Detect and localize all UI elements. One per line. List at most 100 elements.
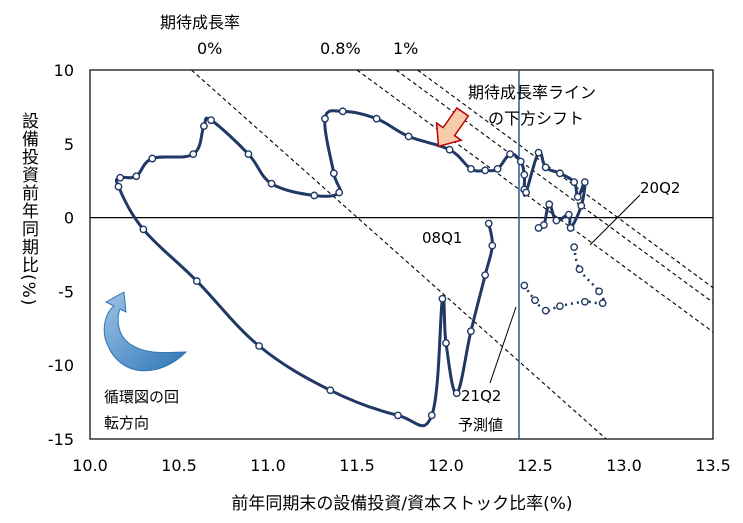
x-tick-label: 11.0 [250,456,286,475]
data-point-1-8 [520,281,529,290]
reference-line-2 [395,70,713,303]
data-point-0-29 [445,145,454,154]
data-point-0-18 [200,122,208,130]
reference-line-0 [191,70,607,439]
data-point-0-43 [580,178,589,187]
data-point-0-44 [577,201,586,210]
data-point-0-9 [326,386,335,395]
x-tick-label: 10.0 [72,456,108,475]
data-point-0-42 [573,193,582,201]
data-point-0-39 [541,163,550,172]
data-point-0-10 [255,342,264,350]
data-point-0-28 [404,132,413,141]
data-point-0-35 [520,170,529,179]
x-tick-label: 13.0 [606,456,642,475]
y-tick-labels: 10 5 0 -5 -10 -15 [48,61,74,449]
data-point-0-0 [484,219,493,228]
data-point-1-4 [580,297,589,306]
data-point-0-34 [516,157,525,166]
y-tick-label: -5 [58,282,74,301]
label-forecast: 予測値 [458,416,503,434]
data-point-0-19 [207,116,215,125]
data-point-0-2 [481,271,490,280]
series-group [114,107,607,428]
data-point-0-48 [545,200,554,209]
y-tick-label: 0 [64,209,74,228]
data-point-0-25 [321,114,329,123]
shift-label-line2: の下方シフト [488,109,584,128]
rotation-label-line1: 循環図の回 [104,388,179,406]
data-point-0-38 [534,148,543,157]
data-point-0-33 [506,150,514,159]
x-tick-label: 11.5 [339,456,375,475]
x-tick-label: 13.5 [695,456,731,475]
data-point-0-45 [566,224,575,232]
data-point-1-7 [531,296,539,305]
label-21q2: 21Q2 [461,387,501,405]
label-20q2: 20Q2 [640,179,680,197]
data-point-0-15 [132,172,141,181]
data-point-0-22 [310,191,319,200]
data-point-0-50 [534,224,543,232]
data-point-1-6 [541,306,550,315]
data-point-0-47 [552,216,561,225]
data-point-0-17 [189,150,198,159]
shift-arrow-icon [435,106,470,148]
x-tick-label: 12.0 [428,456,464,475]
data-point-0-26 [338,107,347,116]
data-point-0-8 [394,411,402,420]
data-point-1-5 [556,302,564,311]
x-tick-label: 10.5 [161,456,197,475]
data-point-0-31 [481,166,490,175]
data-point-0-3 [467,327,475,336]
data-point-0-24 [329,169,338,178]
expected-growth-title: 期待成長率 [160,13,240,32]
label-08q1: 08Q1 [422,229,462,247]
data-point-0-16 [148,154,157,163]
data-point-1-0 [570,243,579,252]
data-point-0-13 [114,182,123,191]
y-tick-label: 5 [64,135,74,154]
data-point-1-1 [575,265,584,274]
data-point-0-41 [570,178,579,187]
data-point-1-3 [598,299,607,308]
data-point-0-6 [438,294,447,303]
data-point-0-21 [267,179,276,188]
plot-area [89,69,714,440]
x-tick-label: 12.5 [517,456,553,475]
data-point-0-37 [522,188,530,197]
data-point-0-32 [493,164,502,173]
x-axis-title: 前年同期末の設備投資/資本ストック比率(%) [231,494,572,514]
y-axis-title: 設備投資前年同期比(%) [18,112,39,306]
rotation-direction-icon [103,291,188,372]
data-point-0-11 [192,277,201,285]
data-point-0-40 [556,169,564,178]
x-tick-labels: 10.0 10.5 11.0 11.5 12.0 12.5 13.0 13.5 [72,456,731,475]
y-tick-label: -15 [48,430,74,449]
data-point-0-23 [335,188,344,197]
reference-lines [191,70,713,439]
data-point-0-12 [139,225,148,234]
y-tick-label: 10 [54,61,74,80]
label-21q2-leader [489,306,517,384]
line-1-label: 1% [393,39,418,58]
rotation-label-line2: 転方向 [104,414,149,432]
data-point-0-46 [564,210,573,219]
data-point-0-5 [442,339,450,347]
data-point-0-4 [452,389,461,398]
y-tick-label: -10 [48,356,74,375]
data-point-0-14 [116,173,125,182]
data-point-1-2 [595,287,603,296]
reference-line-3 [417,70,713,289]
data-point-0-27 [372,114,381,123]
series-line-0 [114,109,587,428]
data-point-0-7 [427,411,436,420]
data-point-0-20 [244,150,253,159]
label-20q2-leader [589,194,641,246]
shift-label-line1: 期待成長率ライン [468,83,596,102]
data-point-0-1 [488,241,497,250]
reference-line-1 [356,70,713,333]
series-line-1 [523,246,606,313]
line-08-label: 0.8% [320,39,361,58]
